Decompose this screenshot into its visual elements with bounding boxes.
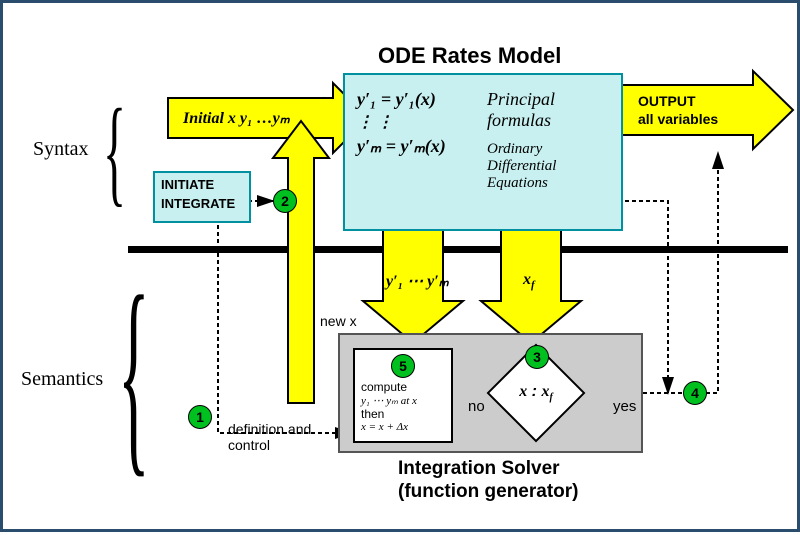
initiate-integrate-box: INITIATE INTEGRATE <box>153 171 251 223</box>
divider-line <box>128 246 788 253</box>
compute-l3: then <box>361 407 445 421</box>
circle-2: 2 <box>273 189 297 213</box>
output-l1: OUTPUT <box>638 93 696 109</box>
ode-desc-5: Equations <box>487 175 609 192</box>
circle-5: 5 <box>391 354 415 378</box>
diamond-label: x : xf <box>503 360 569 426</box>
compute-l1: compute <box>361 380 445 394</box>
ode-desc-2: formulas <box>487 110 609 131</box>
integrate-label: INTEGRATE <box>161 196 243 211</box>
newx-up-arrow <box>273 121 329 403</box>
defctrl-l1: definition and <box>228 421 311 437</box>
defctrl-l2: control <box>228 437 270 453</box>
yes-label: yes <box>613 398 636 415</box>
initiate-label: INITIATE <box>161 177 243 192</box>
circle-4: 4 <box>683 381 707 405</box>
circle-3: 3 <box>525 345 549 369</box>
ode-eq-1: y′₁ = y′₁(x) <box>357 89 479 110</box>
ode-equations: y′₁ = y′₁(x) ⋮ ⋮ y′ₘ = y′ₘ(x) <box>357 89 479 215</box>
ode-desc-1: Principal <box>487 89 609 110</box>
ode-eq-dots: ⋮ ⋮ <box>357 110 479 136</box>
ode-rates-box: y′₁ = y′₁(x) ⋮ ⋮ y′ₘ = y′ₘ(x) Principal … <box>343 73 623 231</box>
newx-label: new x <box>320 313 357 329</box>
ode-eq-2: y′ₘ = y′ₘ(x) <box>357 136 479 157</box>
output-l2: all variables <box>638 111 718 127</box>
circle-1: 1 <box>188 405 212 429</box>
ode-desc-4: Differential <box>487 158 609 175</box>
ode-desc-3: Ordinary <box>487 141 609 158</box>
initial-arrow-text: Initial x y₁ …yₘ <box>183 108 290 128</box>
output-arrow-shape <box>621 71 793 149</box>
xf-label: xf <box>523 271 535 291</box>
yprime-label: y′₁ ⋯ y′ₘ <box>386 271 449 291</box>
compute-box: 5 compute y₁ ⋯ yₘ at x then x = x + Δx <box>353 348 453 443</box>
compute-l2: y₁ ⋯ yₘ at x <box>361 394 445 407</box>
ode-descriptions: Principal formulas Ordinary Differential… <box>479 89 609 215</box>
no-label: no <box>468 398 485 415</box>
compute-l4: x = x + Δx <box>361 421 445 433</box>
